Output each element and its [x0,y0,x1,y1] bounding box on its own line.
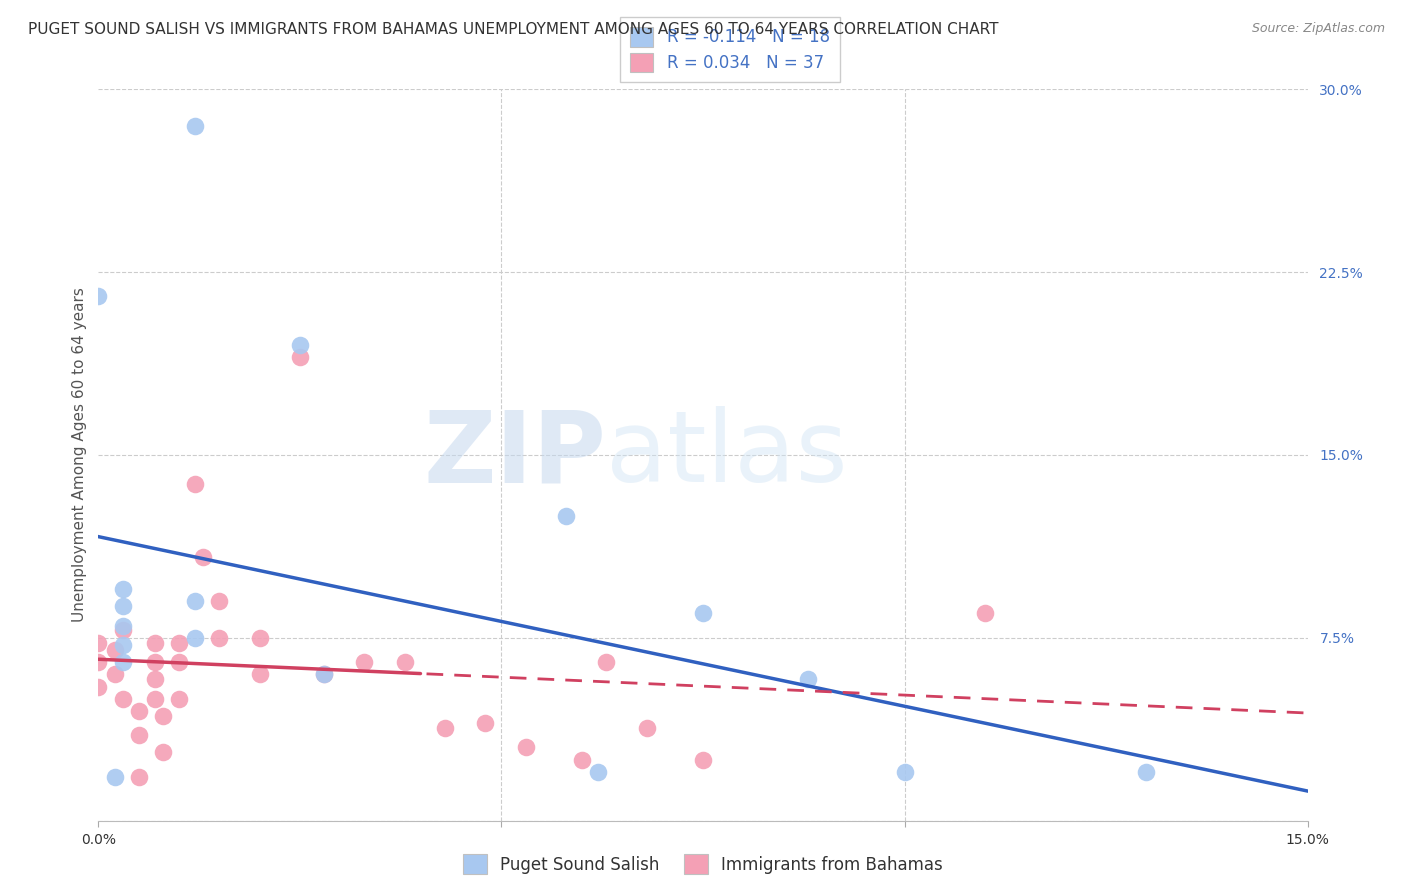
Point [167,691,190,706]
Point [143,672,166,686]
Point [128,770,150,784]
Point [515,740,537,755]
Point [571,753,593,767]
Point [288,351,311,365]
Point [353,655,375,669]
Point [692,753,714,767]
Point [974,607,997,621]
Point [87,289,110,303]
Text: ZIP: ZIP [423,407,606,503]
Point [692,607,714,621]
Point [111,618,134,632]
Legend: Puget Sound Salish, Immigrants from Bahamas: Puget Sound Salish, Immigrants from Baha… [453,845,953,884]
Point [193,550,215,565]
Point [434,721,457,735]
Point [314,667,336,681]
Point [103,667,125,681]
Point [167,635,190,649]
Point [184,119,207,133]
Point [128,728,150,742]
Point [474,716,496,731]
Point [797,672,820,686]
Point [288,338,311,352]
Point [184,477,207,491]
Point [143,655,166,669]
Point [893,764,915,779]
Point [143,635,166,649]
Point [636,721,658,735]
Text: atlas: atlas [606,407,848,503]
Point [111,691,134,706]
Text: Source: ZipAtlas.com: Source: ZipAtlas.com [1251,22,1385,36]
Point [152,708,174,723]
Point [111,624,134,638]
Point [184,594,207,608]
Point [111,582,134,596]
Point [103,770,125,784]
Point [555,508,578,523]
Point [87,655,110,669]
Point [394,655,416,669]
Point [1135,764,1157,779]
Point [103,643,125,657]
Point [87,635,110,649]
Point [184,631,207,645]
Point [208,594,231,608]
Point [595,655,617,669]
Point [249,667,271,681]
Point [87,680,110,694]
Point [143,691,166,706]
Point [249,631,271,645]
Point [111,599,134,613]
Point [152,745,174,759]
Y-axis label: Unemployment Among Ages 60 to 64 years: Unemployment Among Ages 60 to 64 years [72,287,87,623]
Point [167,655,190,669]
Point [111,655,134,669]
Point [314,667,336,681]
Text: PUGET SOUND SALISH VS IMMIGRANTS FROM BAHAMAS UNEMPLOYMENT AMONG AGES 60 TO 64 Y: PUGET SOUND SALISH VS IMMIGRANTS FROM BA… [28,22,998,37]
Point [208,631,231,645]
Point [111,638,134,652]
Point [128,704,150,718]
Point [586,764,609,779]
